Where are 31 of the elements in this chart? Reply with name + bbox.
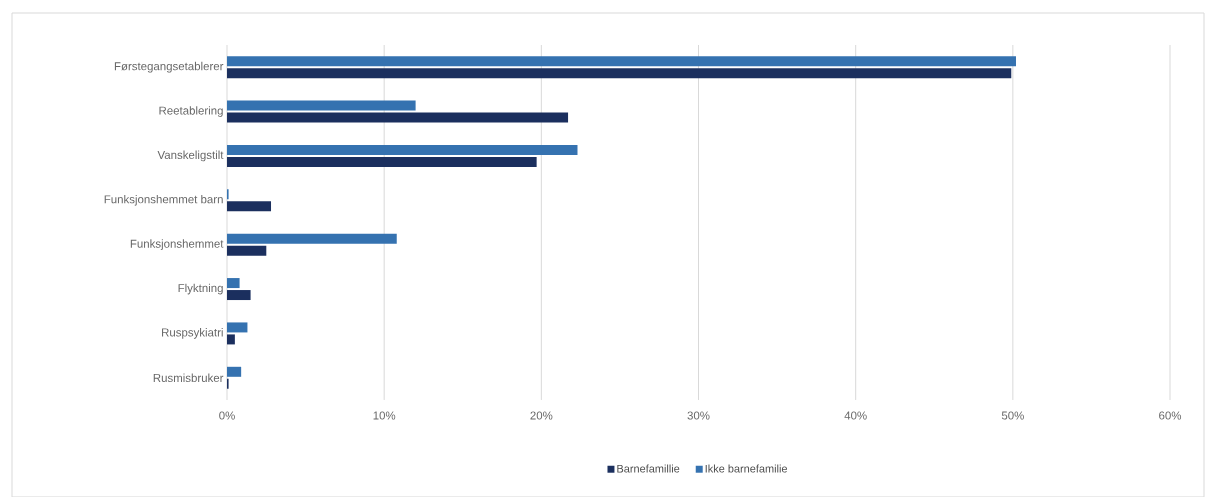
bar (227, 233, 397, 244)
bar (227, 334, 235, 345)
x-tick-label: 20% (530, 411, 553, 420)
bar (227, 56, 1016, 67)
x-tick-label: 0% (219, 411, 235, 420)
x-tick-label: 50% (1001, 411, 1024, 420)
bar (227, 156, 537, 167)
bar (227, 245, 267, 256)
bar (227, 290, 251, 301)
x-tick-label: 60% (1159, 411, 1182, 420)
legend-label: Ikke barnefamilie (705, 464, 788, 473)
bar (227, 322, 248, 333)
x-tick-label: 40% (844, 411, 867, 420)
bar (227, 68, 1012, 79)
bar (227, 278, 240, 289)
y-tick-label: Funksjonshemmet (130, 239, 224, 251)
bar (227, 144, 578, 155)
bar (227, 201, 272, 212)
y-tick-label: Rusmisbruker (153, 373, 224, 382)
y-tick-label: Førstegangsetablerer (114, 61, 224, 73)
y-tick-label: Reetablering (159, 106, 223, 117)
y-tick-label: Vanskeligstilt (157, 150, 224, 162)
legend-label: Barnefamillie (617, 464, 680, 473)
bar (227, 112, 569, 123)
y-tick-label: Ruspsykiatri (162, 328, 223, 339)
y-tick-label: Funksjonshemmet barn (104, 194, 223, 206)
bar (227, 100, 416, 111)
x-tick-label: 10% (373, 411, 396, 420)
x-tick-label: 30% (687, 411, 710, 420)
y-tick-label: Flyktning (178, 283, 223, 295)
bar (227, 366, 242, 377)
